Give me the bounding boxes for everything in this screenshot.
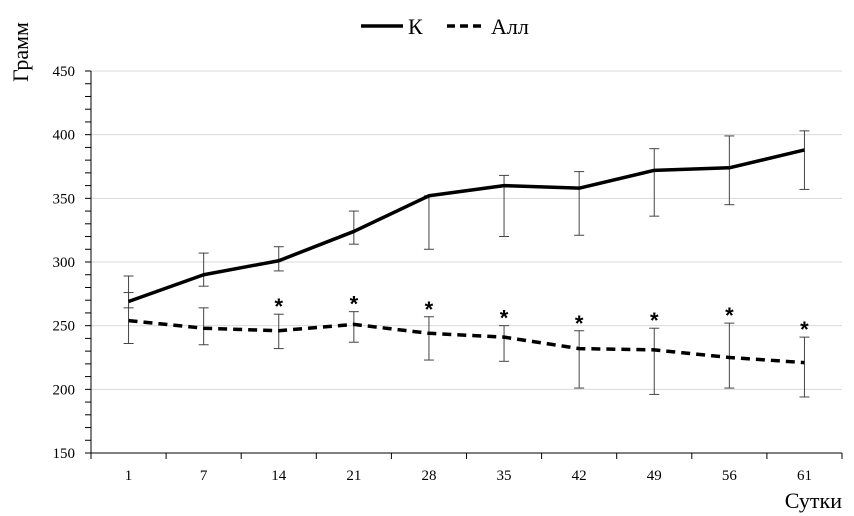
- significance-star: *: [800, 317, 809, 342]
- legend-label-k: К: [408, 14, 423, 39]
- x-tick-labels: 1 7 14 21 28 35 42 49 56 61: [125, 468, 812, 484]
- significance-star: *: [425, 297, 434, 322]
- x-tick-label: 56: [722, 468, 738, 484]
- series-line-all: [128, 318, 805, 365]
- significance-markers: * * * * * * * *: [274, 292, 809, 342]
- y-tick-labels: 150 200 250 300 350 400 450: [53, 64, 76, 462]
- x-tick-label: 14: [271, 468, 287, 484]
- series-lines: [127, 148, 805, 365]
- significance-star: *: [500, 306, 509, 331]
- y-tick-label: 300: [53, 255, 76, 271]
- y-tick-label: 350: [53, 191, 76, 207]
- y-axis-title: Грамм: [8, 22, 33, 82]
- significance-star: *: [575, 311, 584, 336]
- significance-star: *: [650, 308, 659, 333]
- legend: К Алл: [361, 14, 529, 39]
- x-tick-label: 28: [421, 468, 436, 484]
- legend-label-all: Алл: [491, 14, 529, 39]
- significance-star: *: [725, 303, 734, 328]
- x-tick-label: 61: [797, 468, 812, 484]
- x-tick-label: 49: [647, 468, 662, 484]
- y-tick-label: 150: [53, 446, 76, 462]
- x-axis-title: Сутки: [785, 488, 842, 513]
- significance-star: *: [274, 294, 283, 319]
- x-tick-label: 7: [200, 468, 208, 484]
- y-tick-label: 250: [53, 319, 76, 335]
- axes: [85, 70, 843, 459]
- x-tick-label: 42: [572, 468, 587, 484]
- x-tick-label: 35: [497, 468, 512, 484]
- error-bars: [123, 130, 810, 398]
- y-tick-label: 400: [53, 128, 76, 144]
- y-tick-label: 200: [53, 382, 76, 398]
- significance-star: *: [350, 292, 359, 317]
- series-line-k: [127, 148, 805, 304]
- y-tick-label: 450: [53, 64, 76, 80]
- grid-lines: [91, 70, 842, 390]
- x-tick-label: 1: [125, 468, 133, 484]
- x-tick-label: 21: [346, 468, 361, 484]
